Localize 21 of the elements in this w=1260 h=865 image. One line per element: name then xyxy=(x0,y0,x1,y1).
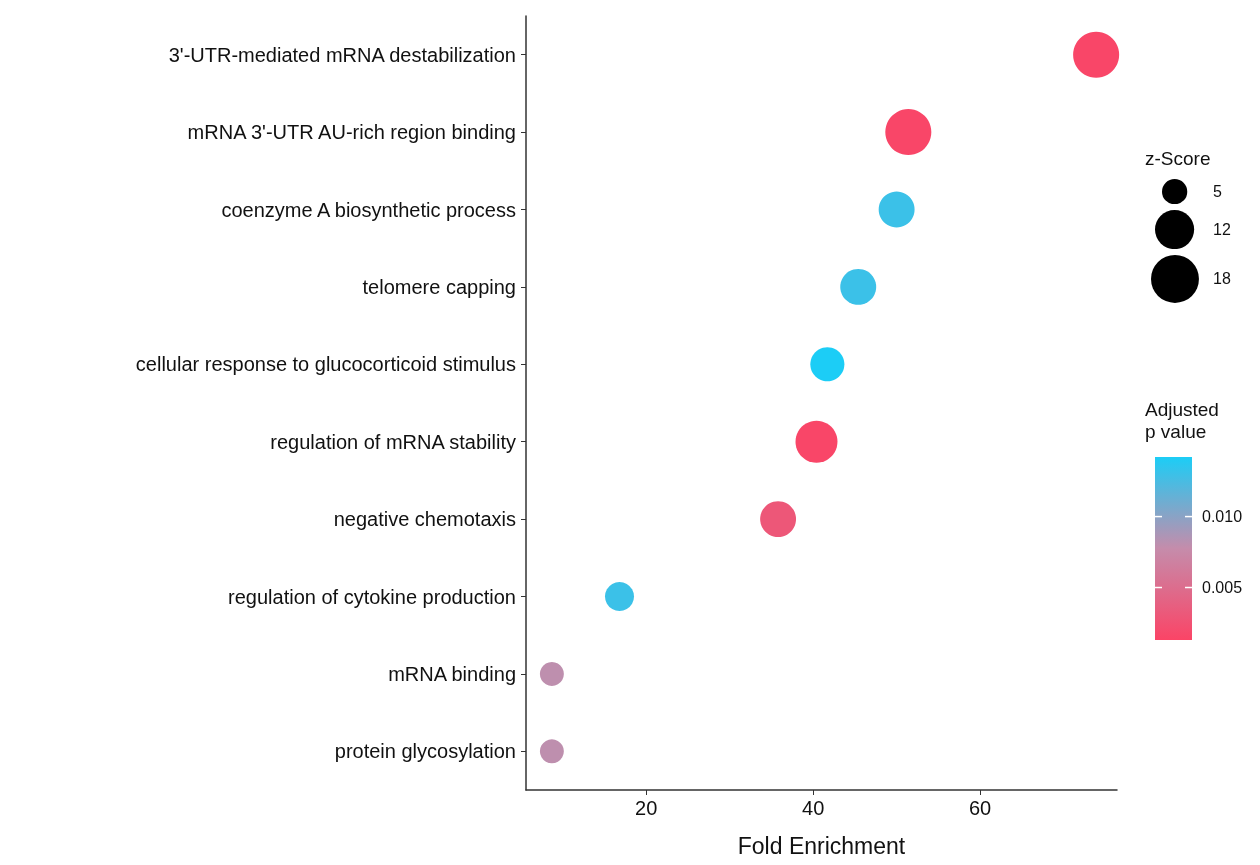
y-tick-label: mRNA 3'-UTR AU-rich region binding xyxy=(187,121,516,144)
color-bar-title: Adjusted p value xyxy=(1145,398,1219,442)
y-tick-label: coenzyme A biosynthetic process xyxy=(221,198,516,221)
legend-label: 5 xyxy=(1213,182,1222,201)
y-tick-label: regulation of cytokine production xyxy=(228,585,516,608)
legend-label: 18 xyxy=(1213,270,1231,289)
y-tick-label: regulation of mRNA stability xyxy=(270,430,516,453)
x-tick-label: 60 xyxy=(968,797,992,819)
y-tick-label: 3'-UTR-mediated mRNA destabilization xyxy=(168,43,516,66)
y-tick-label: mRNA binding xyxy=(388,662,516,685)
y-tick-label: telomere capping xyxy=(362,275,516,298)
y-tick-label: protein glycosylation xyxy=(334,740,516,763)
y-tick-label: cellular response to glucocorticoid stimulus xyxy=(135,353,516,376)
y-tick-label: negative chemotaxis xyxy=(333,508,516,531)
x-tick-label: 40 xyxy=(802,797,825,819)
legend-label: 12 xyxy=(1213,220,1231,239)
color-bar-label: 0.010 xyxy=(1202,508,1243,526)
x-axis-title: Fold Enrichment xyxy=(737,832,906,859)
color-bar-label: 0.005 xyxy=(1202,579,1243,597)
legend-title: z-Score xyxy=(1145,148,1212,170)
x-tick-label: 20 xyxy=(635,797,658,819)
